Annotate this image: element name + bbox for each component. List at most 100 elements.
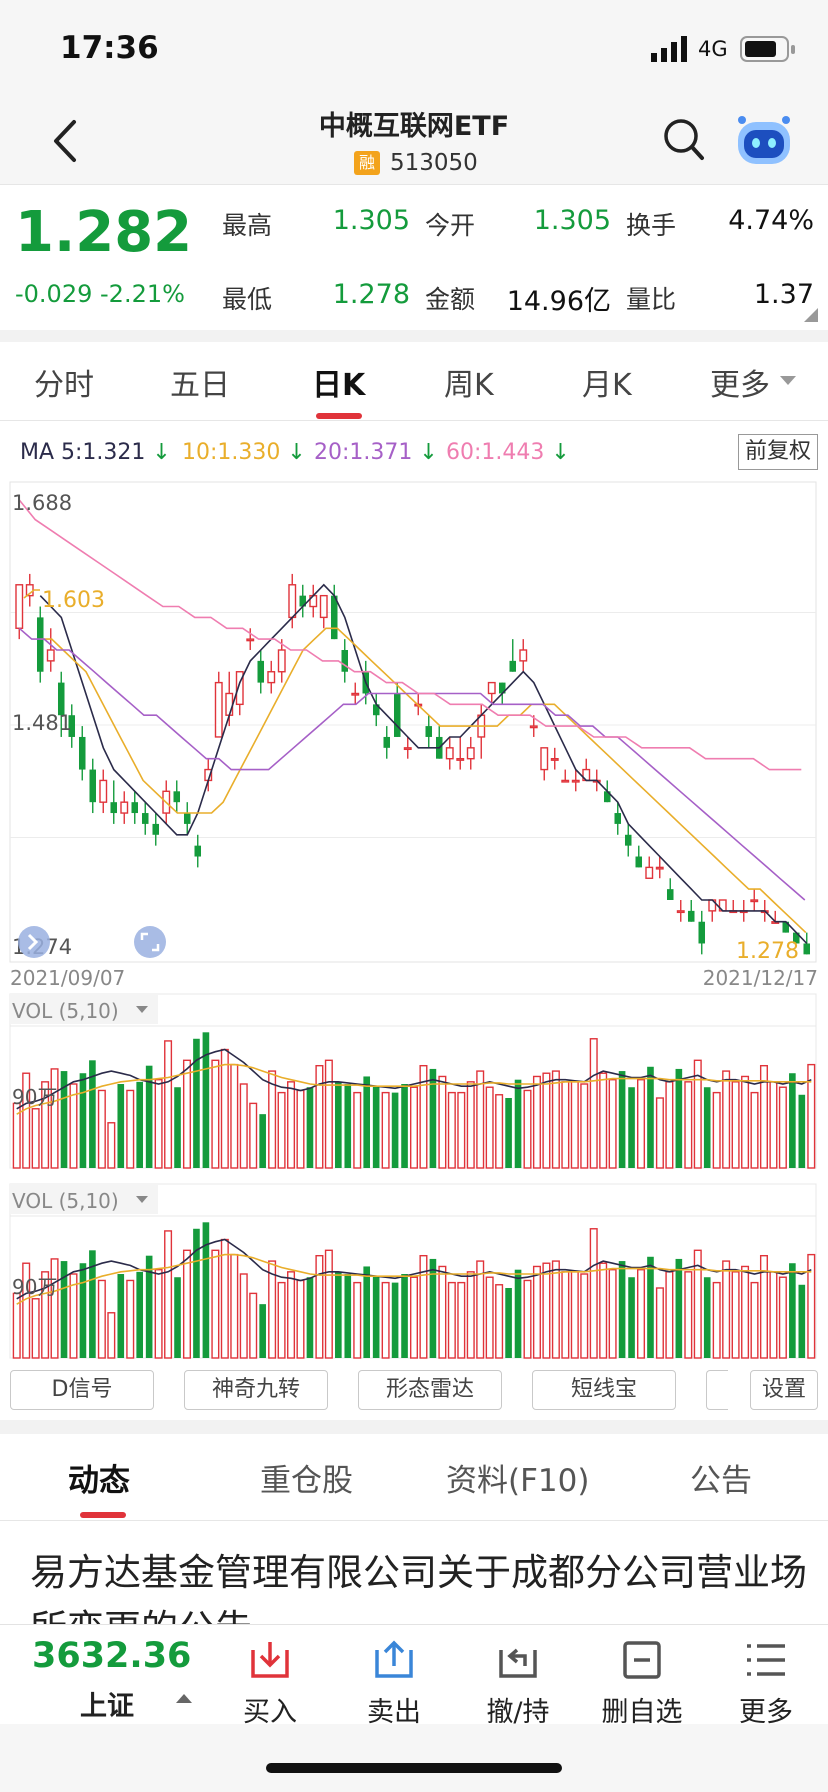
volume-bar-down bbox=[675, 1258, 683, 1358]
candle-body-up bbox=[15, 584, 24, 629]
volume-bar-up bbox=[107, 1312, 116, 1359]
buy-button[interactable]: 买入 bbox=[243, 1697, 297, 1728]
minus-square-icon[interactable] bbox=[621, 1640, 663, 1680]
tab-news[interactable]: 动态 bbox=[68, 1463, 130, 1499]
tab-announcements[interactable]: 公告 bbox=[690, 1463, 752, 1499]
tab-five-day[interactable]: 五日 bbox=[170, 368, 230, 403]
download-tray-icon[interactable] bbox=[249, 1640, 291, 1680]
sell-button[interactable]: 卖出 bbox=[367, 1697, 421, 1728]
robot-assistant-icon[interactable] bbox=[734, 112, 794, 168]
battery-icon bbox=[740, 36, 795, 62]
candle-body-down bbox=[78, 736, 86, 770]
volume-bar-up bbox=[769, 1271, 778, 1359]
volume-bar-up bbox=[542, 1262, 551, 1359]
tab-holdings[interactable]: 重仓股 bbox=[260, 1463, 353, 1499]
security-code: 513050 bbox=[390, 150, 478, 176]
tab-weekly-k[interactable]: 周K bbox=[444, 368, 494, 403]
more-button[interactable]: 更多 bbox=[739, 1697, 793, 1728]
volume-panel-2[interactable]: VOL (5,10) 90万 bbox=[0, 1182, 828, 1362]
search-icon[interactable] bbox=[662, 117, 706, 163]
volume-bar-down bbox=[344, 1274, 352, 1358]
scroll-left-icon[interactable] bbox=[18, 926, 50, 958]
volume-bar-up bbox=[712, 1281, 721, 1359]
volume-panel-1[interactable]: VOL (5,10) 90万 bbox=[0, 992, 828, 1172]
tab-daily-k[interactable]: 日K bbox=[312, 368, 366, 403]
ma5-value: MA 5:1.321 ↓ bbox=[20, 440, 171, 465]
index-value[interactable]: 3632.36 bbox=[32, 1636, 192, 1676]
price-adjust-button[interactable]: 前复权 bbox=[738, 434, 818, 470]
candle-body-up bbox=[288, 584, 297, 619]
tool-pattern-radar[interactable]: 形态雷达 bbox=[358, 1370, 502, 1410]
candle-body-up bbox=[487, 681, 496, 695]
volume-bar-up bbox=[637, 1268, 646, 1359]
volume-indicator-label[interactable]: VOL (5,10) bbox=[12, 999, 119, 1023]
candle-body-down bbox=[393, 693, 401, 737]
tab-f10[interactable]: 资料(F10) bbox=[446, 1463, 590, 1499]
cancel-hold-button[interactable]: 撤/持 bbox=[486, 1697, 550, 1728]
volume-bar-down bbox=[391, 1282, 399, 1358]
tool-d-signal[interactable]: D信号 bbox=[10, 1370, 154, 1410]
quote-field-label: 金额 bbox=[425, 285, 476, 314]
volume-dropdown-caret-icon[interactable] bbox=[136, 1196, 148, 1203]
high-annotation: 1.603 bbox=[42, 588, 105, 613]
volume-bar-up bbox=[12, 1292, 21, 1359]
tab-more-caret-icon[interactable] bbox=[780, 376, 796, 386]
x-axis-start-date: 2021/09/07 bbox=[10, 966, 125, 990]
back-icon[interactable] bbox=[50, 118, 80, 164]
volume-bar-down bbox=[117, 1084, 125, 1168]
candle-body-up bbox=[655, 866, 664, 870]
tool-short-term[interactable]: 短线宝 bbox=[532, 1370, 676, 1410]
candle-body-down bbox=[110, 802, 118, 814]
upload-tray-icon[interactable] bbox=[373, 1640, 415, 1680]
home-indicator[interactable] bbox=[266, 1763, 562, 1773]
candle-body-down bbox=[68, 715, 76, 737]
volume-bar-up bbox=[154, 1078, 163, 1169]
volume-bar-up bbox=[551, 1070, 560, 1169]
candle-body-down bbox=[89, 769, 97, 803]
tab-intraday[interactable]: 分时 bbox=[34, 368, 94, 403]
volume-bar-up bbox=[268, 1260, 277, 1359]
volume-indicator-label[interactable]: VOL (5,10) bbox=[12, 1189, 119, 1213]
candle-body-down bbox=[330, 595, 338, 640]
volume-bar-up bbox=[457, 1281, 466, 1359]
candle-body-down bbox=[498, 682, 506, 694]
tab-monthly-k[interactable]: 月K bbox=[582, 368, 632, 403]
quote-field-label: 最低 bbox=[222, 285, 273, 314]
candle-body-up bbox=[246, 638, 255, 642]
candle-body-down bbox=[803, 943, 811, 955]
news-headline[interactable]: 易方达基金管理有限公司关于成都分公司营业场所变更的公告 bbox=[30, 1551, 807, 1625]
tab-more[interactable]: 更多 bbox=[710, 368, 770, 403]
volume-dropdown-caret-icon[interactable] bbox=[136, 1006, 148, 1013]
tool-partial[interactable] bbox=[706, 1370, 728, 1410]
volume-bar-up bbox=[741, 1265, 750, 1359]
volume-bar-down bbox=[79, 1263, 87, 1358]
candles bbox=[15, 573, 811, 955]
volume-bar-up bbox=[731, 1271, 740, 1359]
volume-bar-up bbox=[12, 1102, 21, 1169]
volume-bar-up bbox=[381, 1281, 390, 1359]
section-divider bbox=[0, 1420, 828, 1434]
remove-watchlist-button[interactable]: 删自选 bbox=[601, 1697, 683, 1728]
change-value: -0.029 bbox=[15, 280, 93, 308]
tool-settings[interactable]: 设置 bbox=[750, 1370, 818, 1410]
volume-bar-up bbox=[750, 1091, 759, 1169]
kline-chart[interactable]: 1.688 1.481 1.274 1.603 1.278 2021/09/07… bbox=[0, 480, 828, 990]
ma-lines bbox=[18, 499, 808, 945]
fullscreen-icon[interactable] bbox=[134, 926, 166, 958]
candle-body-down bbox=[152, 823, 160, 835]
candle-body-up bbox=[466, 747, 475, 760]
volume-bar-down bbox=[703, 1277, 711, 1358]
chart-grid bbox=[10, 612, 816, 838]
list-icon[interactable] bbox=[745, 1642, 787, 1678]
undo-tray-icon[interactable] bbox=[497, 1640, 539, 1680]
index-name[interactable]: 上证 bbox=[80, 1691, 134, 1722]
tool-magic-nine[interactable]: 神奇九转 bbox=[184, 1370, 328, 1410]
volume-label-bg bbox=[10, 994, 158, 1024]
expand-corner-icon[interactable] bbox=[804, 308, 818, 322]
candle-body-up bbox=[351, 692, 360, 696]
volume-bar-up bbox=[684, 1271, 693, 1359]
volume-bar-up bbox=[69, 1083, 78, 1169]
page-title: 中概互联网ETF bbox=[318, 111, 510, 142]
index-caret-icon[interactable] bbox=[176, 1693, 192, 1703]
volume-bar-down bbox=[60, 1071, 68, 1168]
